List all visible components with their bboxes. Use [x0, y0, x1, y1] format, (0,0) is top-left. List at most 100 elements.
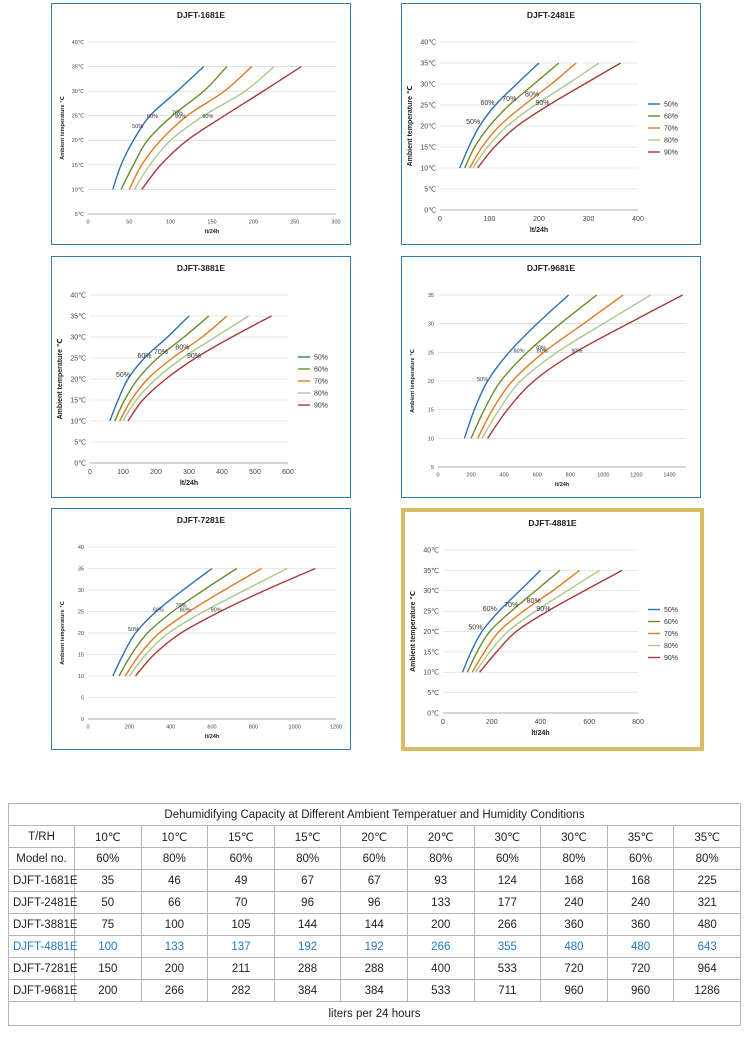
series-line-70 [124, 567, 262, 677]
series-label-70: 70% [502, 96, 516, 103]
series-line-80 [481, 294, 651, 439]
capacity-cell: 192 [273, 935, 342, 958]
x-tick-label: 600 [533, 473, 542, 479]
x-tick-label: 600 [207, 725, 216, 731]
series-label-50: 50% [132, 124, 143, 130]
x-axis-label: lt/24h [555, 482, 570, 488]
x-tick-label: 0 [438, 216, 442, 223]
series-label-80: 80% [537, 348, 548, 354]
series-label-60: 60% [483, 606, 497, 613]
capacity-cell: 75 [74, 913, 142, 936]
capacity-cell: 384 [273, 979, 342, 1002]
chart-title: DJFT-3881E [177, 263, 226, 273]
series-line-60 [118, 567, 238, 677]
x-tick-label: 400 [535, 719, 547, 726]
y-axis-label: Ambient temperature ℃ [409, 349, 416, 413]
capacity-cell: 288 [273, 957, 342, 980]
table-row: DJFT-3881E 75 100 105 144 144 200 266 360 360 480 [8, 913, 741, 936]
series-line-90 [141, 65, 302, 190]
table-row: DJFT-9681E 200 266 282 384 384 533 711 960 960 128… [8, 979, 741, 1002]
x-tick-label: 200 [249, 220, 258, 226]
y-tick-label: 25℃ [423, 609, 439, 616]
series-label-90: 90% [535, 100, 549, 107]
capacity-cell: 533 [406, 979, 475, 1002]
x-tick-label: 200 [466, 473, 475, 479]
chart-title: DJFT-7281E [177, 515, 226, 525]
header-cell: 60% [74, 847, 142, 870]
series-line-50 [109, 315, 190, 422]
header-cell: 60% [340, 847, 408, 870]
capacity-cell: 480 [606, 935, 675, 958]
legend-label-60: 60% [664, 114, 678, 121]
y-tick-label: 20℃ [70, 376, 86, 383]
series-line-80 [128, 567, 288, 677]
table-caption: liters per 24 hours [8, 1001, 741, 1026]
y-tick-label: 20℃ [72, 137, 84, 144]
table-row: DJFT-4881E 100 133 137 192 192 266 355 480 480 643 [8, 935, 741, 958]
legend-label-60: 60% [664, 619, 678, 626]
chart-title: DJFT-4881E [528, 518, 577, 528]
header-cell: 80% [406, 847, 475, 870]
capacity-cell: 384 [340, 979, 408, 1002]
y-tick-label: 0℃ [74, 460, 86, 467]
series-label-80: 80% [527, 598, 541, 605]
capacity-table-body: Dehumidifying Capacity at Different Ambi… [8, 803, 741, 1002]
chart-djft-2481e: DJFT-2481E 0℃ 5℃ 10℃ 15℃ 20℃ 25℃ 30℃ 35℃ 40℃ 0 100 2… [406, 10, 678, 234]
chart-panel-djft-3881e: DJFT-3881E 0℃ 5℃ 10℃ 15℃ 20℃ 25℃ 30℃ 35℃ 40℃ 0 100 2… [51, 256, 351, 498]
chart-djft-9681e: DJFT-9681E 5 10 15 20 25 30 35 0 200 400 600 800 1000… [409, 263, 686, 488]
header-cell: 80% [540, 847, 608, 870]
capacity-cell: 137 [207, 935, 275, 958]
series-label-50: 50% [468, 624, 482, 631]
y-tick-label: 5℃ [74, 439, 86, 446]
header-cell: 35℃ [673, 825, 741, 848]
x-tick-label: 300 [583, 216, 595, 223]
x-tick-label: 200 [125, 725, 134, 731]
series-line-50 [112, 567, 213, 677]
y-tick-label: 30℃ [72, 88, 84, 95]
series-line-70 [469, 62, 577, 169]
y-tick-label: 30℃ [70, 334, 86, 341]
capacity-cell: 96 [273, 891, 342, 914]
y-tick-label: 25 [428, 350, 434, 356]
y-tick-label: 40℃ [72, 39, 84, 46]
legend-label-70: 70% [664, 126, 678, 133]
header-cell: 10℃ [74, 825, 142, 848]
capacity-table-section: Dehumidifying Capacity at Different Ambi… [8, 803, 741, 1026]
series-label-60: 60% [147, 114, 158, 120]
chart-panel-djft-9681e: DJFT-9681E 5 10 15 20 25 30 35 0 200 400 600 800 1000… [401, 256, 701, 498]
y-tick-label: 10℃ [420, 165, 436, 172]
capacity-cell: 124 [473, 869, 542, 892]
x-tick-label: 1400 [663, 473, 675, 479]
y-tick-label: 30 [428, 322, 434, 328]
series-label-50: 50% [128, 627, 139, 633]
y-tick-label: 15℃ [420, 144, 436, 151]
model-cell: DJFT-4881E [8, 935, 78, 958]
y-tick-label: 0℃ [424, 207, 436, 214]
x-tick-label: 400 [216, 469, 228, 476]
series-label-90: 90% [536, 606, 550, 613]
capacity-cell: 711 [473, 979, 542, 1002]
capacity-cell: 480 [540, 935, 608, 958]
x-tick-label: 800 [249, 725, 258, 731]
series-line-50 [463, 294, 570, 439]
series-label-50: 50% [116, 372, 130, 379]
series-label-60: 60% [137, 353, 151, 360]
y-axis-label: Ambient temperature ℃ [406, 86, 414, 167]
chart-title: DJFT-1681E [177, 10, 226, 20]
x-tick-label: 0 [88, 469, 92, 476]
capacity-cell: 144 [273, 913, 342, 936]
capacity-cell: 360 [606, 913, 675, 936]
humidity-header-row: Model no. 60% 80% 60% 80% 60% 80% 60% 80% 60% 80% [8, 847, 741, 870]
model-cell: DJFT-7281E [8, 957, 78, 980]
series-line-60 [114, 315, 210, 422]
y-tick-label: 10 [78, 674, 84, 680]
y-axis-label: Ambient temperature ℃ [409, 591, 417, 672]
y-tick-label: 10℃ [423, 670, 439, 677]
y-tick-label: 35℃ [420, 60, 436, 67]
y-tick-label: 35 [78, 566, 84, 572]
table-title: Dehumidifying Capacity at Different Ambi… [8, 803, 741, 826]
header-cell: 15℃ [207, 825, 275, 848]
header-cell: 60% [473, 847, 542, 870]
series-line-70 [471, 569, 580, 673]
